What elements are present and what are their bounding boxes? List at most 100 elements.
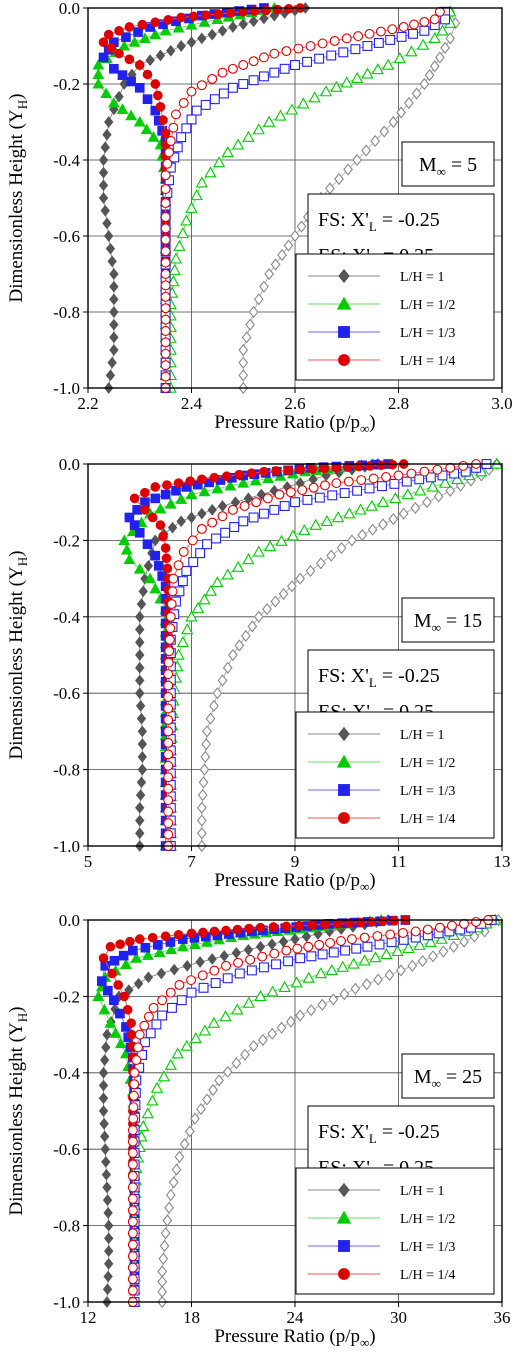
data-point: [213, 9, 224, 19]
data-point: [135, 687, 145, 700]
data-point: [171, 109, 181, 120]
y-tick-label: -0.2: [53, 987, 80, 1006]
data-point: [262, 603, 272, 616]
data-point: [314, 492, 325, 503]
data-point: [163, 657, 174, 668]
data-point: [209, 699, 219, 713]
data-point: [275, 534, 288, 546]
data-point: [401, 488, 414, 500]
data-point: [445, 484, 456, 497]
data-point: [344, 918, 355, 929]
data-point: [103, 29, 114, 40]
data-point: [445, 32, 456, 45]
data-point: [440, 14, 451, 25]
data-point: [334, 172, 344, 186]
data-point: [458, 460, 469, 471]
data-point: [352, 153, 362, 167]
data-point: [358, 954, 371, 966]
data-point: [102, 1028, 112, 1041]
data-point: [303, 941, 314, 952]
data-point: [142, 949, 154, 960]
data-point: [410, 926, 421, 937]
data-point: [109, 318, 119, 331]
data-point: [309, 518, 322, 530]
data-point: [150, 493, 161, 504]
data-point: [428, 950, 438, 963]
data-point: [127, 1125, 138, 1136]
data-point: [128, 36, 141, 47]
data-point: [262, 115, 276, 127]
data-point: [269, 948, 280, 959]
data-point: [172, 648, 185, 660]
data-point: [135, 623, 145, 636]
data-point: [101, 1156, 111, 1168]
data-point: [181, 123, 192, 134]
data-point: [222, 973, 233, 984]
data-point: [127, 1136, 138, 1147]
data-point: [385, 34, 396, 45]
data-point: [127, 1159, 138, 1170]
data-point: [196, 523, 207, 534]
data-point: [115, 939, 126, 950]
data-point: [419, 25, 430, 36]
data-point: [414, 484, 427, 496]
data-point: [290, 229, 300, 243]
data-point: [165, 987, 176, 998]
data-point: [150, 550, 161, 561]
data-point: [189, 1032, 202, 1044]
data-point: [201, 936, 213, 947]
data-point: [258, 52, 269, 63]
data-point: [98, 154, 109, 166]
chart-panel-3: 12 18 24 30 36 0.0 -0.2 -0.4 -0.6 -0.8 -1.0 Pressur…: [6, 911, 511, 1350]
data-point: [105, 242, 116, 255]
data-point: [142, 539, 153, 550]
data-point: [155, 101, 166, 112]
data-point: [233, 957, 244, 968]
mach-box-frame: [401, 1053, 495, 1099]
data-point: [160, 170, 171, 181]
legend-marker: [336, 296, 352, 310]
data-point: [160, 128, 171, 139]
data-point: [92, 68, 105, 80]
data-point: [362, 41, 373, 51]
data-point: [98, 179, 109, 192]
data-point: [153, 90, 163, 101]
data-point: [249, 474, 262, 486]
data-point: [391, 944, 404, 957]
data-point: [140, 505, 150, 515]
data-point: [178, 546, 189, 557]
data-point: [149, 582, 162, 594]
data-point: [283, 239, 294, 252]
data-point: [128, 1090, 139, 1101]
data-point: [121, 32, 131, 42]
data-point: [126, 1018, 136, 1028]
data-point: [347, 534, 357, 547]
data-point: [269, 504, 280, 515]
data-point: [128, 1102, 139, 1113]
data-point: [163, 829, 174, 840]
data-point: [301, 930, 312, 943]
data-point: [109, 1027, 122, 1038]
data-point: [336, 960, 349, 972]
data-point: [165, 611, 176, 622]
data-point: [124, 22, 135, 32]
data-point: [195, 548, 206, 559]
data-point: [133, 977, 144, 990]
data-point: [393, 470, 404, 481]
data-point: [406, 468, 417, 479]
data-point: [165, 937, 176, 947]
data-point: [162, 1214, 173, 1227]
data-point: [105, 369, 116, 382]
data-point: [191, 105, 202, 116]
data-point: [141, 1107, 154, 1119]
data-point: [426, 480, 439, 492]
data-point: [127, 1182, 138, 1193]
data-point: [410, 501, 421, 515]
data-point: [238, 516, 249, 527]
data-point: [166, 599, 177, 610]
data-point: [283, 3, 294, 14]
data-point: [378, 916, 388, 927]
data-point: [228, 648, 238, 662]
data-point: [104, 1257, 114, 1270]
data-point: [198, 776, 209, 789]
